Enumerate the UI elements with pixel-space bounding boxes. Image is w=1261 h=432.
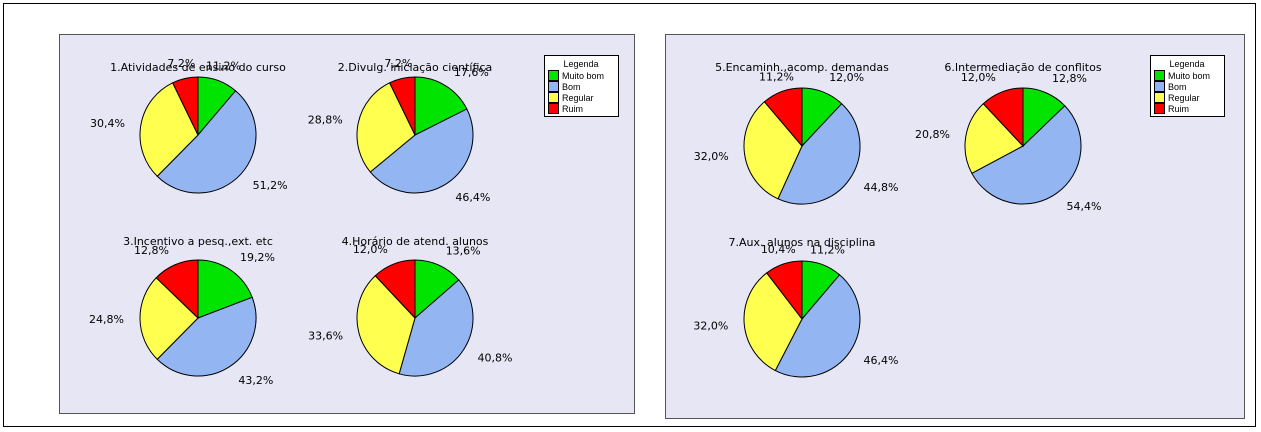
legend-item-bom: Bom [548, 81, 614, 92]
slice-value-label: 33,6% [308, 330, 343, 343]
legend-swatch [1154, 81, 1165, 92]
pie-title: 4.Horário de atend. alunos [342, 235, 489, 248]
pie-slice-ruim [388, 76, 416, 136]
legend-item-muito-bom: Muito bom [548, 70, 614, 81]
slice-value-label: 32,0% [693, 320, 728, 333]
slice-value-label: 13,6% [446, 245, 481, 258]
pie-title: 2.Divulg. iniciação científica [338, 61, 492, 74]
pie-slice-muito-bom [414, 76, 468, 136]
slice-value-label: 46,4% [455, 191, 490, 204]
legend-right: Legenda Muito bom Bom Regular Ruim [1150, 55, 1225, 117]
pie-slice-regular [139, 277, 199, 360]
pie-title: 7.Aux. alunos na disciplina [728, 236, 875, 249]
legend-label: Regular [1168, 92, 1200, 103]
slice-value-label: 20,8% [915, 128, 950, 141]
slice-value-label: 12,0% [829, 71, 864, 84]
pie-slice-regular [964, 103, 1024, 174]
legend-swatch [1154, 70, 1165, 81]
legend-swatch [548, 81, 559, 92]
pie-title: 5.Encaminh.,acomp. demandas [715, 61, 889, 74]
slice-value-label: 11,2% [759, 71, 794, 84]
legend-label: Ruim [1168, 103, 1190, 114]
legend-left: Legenda Muito bom Bom Regular Ruim [544, 55, 619, 117]
legend-label: Bom [1168, 81, 1187, 92]
slice-value-label: 7,2% [167, 57, 195, 70]
legend-swatch [1154, 92, 1165, 103]
pie-slice-bom [398, 279, 474, 377]
legend-swatch [548, 103, 559, 114]
pie-slice-ruim [982, 87, 1024, 148]
figure-frame: 1.Atividades de ensino do curso 11,2% 51,2… [3, 3, 1256, 427]
pie-slice-regular [356, 275, 416, 375]
pie-slice-ruim [766, 260, 803, 321]
pie-slice-ruim [374, 259, 416, 320]
pie-slice-regular [356, 82, 416, 173]
pie-slice-bom [774, 274, 861, 378]
pie-slice-ruim [155, 259, 199, 320]
pie-slice-regular [743, 272, 803, 372]
legend-item-bom: Bom [1154, 81, 1220, 92]
legend-swatch [548, 70, 559, 81]
legend-label: Muito bom [1168, 70, 1211, 81]
legend-swatch [1154, 103, 1165, 114]
pie-slice-bom [156, 296, 257, 377]
pie-slice-muito-bom [197, 259, 253, 319]
legend-label: Muito bom [562, 70, 605, 81]
right-pies-svg: 5.Encaminh.,acomp. demandas12,0%44,8%32,… [693, 61, 1102, 378]
pie-slice-regular [743, 101, 803, 200]
slice-value-label: 12,0% [353, 243, 388, 256]
legend-label: Bom [562, 81, 581, 92]
pie-slice-bom [777, 103, 861, 205]
legend-swatch [548, 92, 559, 103]
pie-title: 1.Atividades de ensino do curso [110, 61, 286, 74]
legend-item-ruim: Ruim [1154, 103, 1220, 114]
legend-label: Regular [562, 92, 594, 103]
slice-value-label: 40,8% [478, 352, 513, 365]
pie-slice-bom [971, 105, 1082, 205]
legend-title: Legenda [563, 59, 599, 69]
legend-item-regular: Regular [1154, 92, 1220, 103]
slice-value-label: 7,2% [384, 57, 412, 70]
pie-title: 6.Intermediação de conflitos [944, 61, 1101, 74]
pie-slice-ruim [171, 76, 199, 136]
slice-value-label: 12,8% [134, 244, 169, 257]
slice-value-label: 11,2% [810, 244, 845, 257]
legend-item-muito-bom: Muito bom [1154, 70, 1220, 81]
pie-slice-bom [369, 108, 474, 194]
slice-value-label: 12,0% [961, 71, 996, 84]
pie-chart-3: 3.Incentivo a pesq.,ext. etc 19,2% 43,2% 24… [89, 235, 275, 387]
slice-value-label: 24,8% [89, 313, 124, 326]
slice-value-label: 12,8% [1052, 72, 1087, 85]
slice-value-label: 10,4% [761, 243, 796, 256]
slice-value-label: 30,4% [90, 117, 125, 130]
left-chart-panel: 1.Atividades de ensino do curso 11,2% 51,2… [59, 34, 635, 414]
pie-slice-bom [156, 90, 257, 194]
slice-value-label: 19,2% [240, 251, 275, 264]
slice-value-label: 54,4% [1067, 200, 1102, 213]
slice-value-label: 46,4% [864, 354, 899, 367]
legend-title: Legenda [1169, 59, 1205, 69]
slice-value-label: 44,8% [864, 181, 899, 194]
slice-value-label: 17,6% [454, 66, 489, 79]
slice-value-label: 51,2% [253, 179, 288, 192]
pie-title: 3.Incentivo a pesq.,ext. etc [123, 235, 273, 248]
slice-value-label: 28,8% [308, 113, 343, 126]
right-chart-panel: 5.Encaminh.,acomp. demandas 12,0% 44,8% 32,… [665, 34, 1245, 419]
slice-value-label: 43,2% [238, 374, 273, 387]
slice-value-label: 11,2% [206, 60, 241, 73]
legend-label: Ruim [562, 103, 584, 114]
legend-item-regular: Regular [548, 92, 614, 103]
pie-slice-ruim [763, 87, 803, 148]
legend-item-ruim: Ruim [548, 103, 614, 114]
slice-value-label: 32,0% [694, 150, 729, 163]
